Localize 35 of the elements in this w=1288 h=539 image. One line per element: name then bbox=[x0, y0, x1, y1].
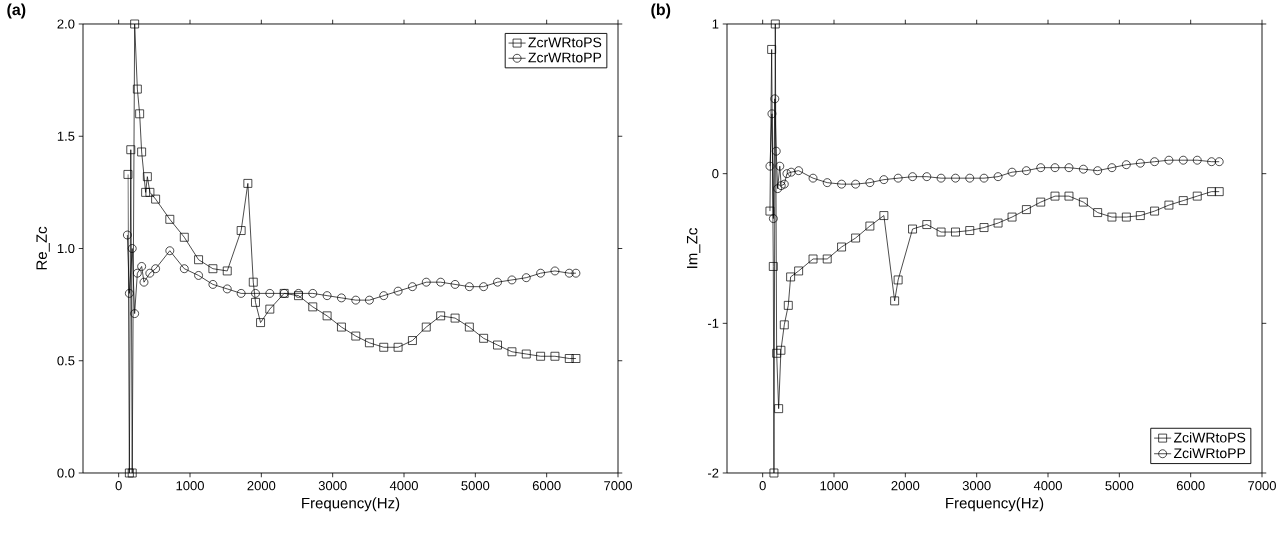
x-axis-title: Frequency(Hz) bbox=[946, 497, 1044, 512]
x-tick-label: 0 bbox=[759, 481, 766, 491]
y-tick-label: -2 bbox=[707, 468, 719, 478]
x-tick-label: 3000 bbox=[962, 481, 991, 491]
legend-label: ZciWRtoPP bbox=[1173, 447, 1246, 459]
x-tick-label: 4000 bbox=[1033, 481, 1062, 491]
legend-label: ZcrWRtoPS bbox=[528, 37, 602, 48]
text: (b) bbox=[651, 3, 671, 19]
x-tick-label: 5000 bbox=[461, 481, 490, 491]
x-axis-title: Frequency(Hz) bbox=[302, 497, 400, 512]
legend-label: ZciWRtoPS bbox=[1173, 432, 1246, 443]
y-tick-label: 0.0 bbox=[57, 468, 75, 478]
x-tick-label: 7000 bbox=[1248, 481, 1276, 491]
x-tick-label: 4000 bbox=[389, 481, 418, 491]
y-tick-label: -1 bbox=[707, 318, 719, 328]
y-tick-label: 1.0 bbox=[57, 243, 75, 254]
y-tick-label: 1.5 bbox=[57, 131, 75, 141]
x-tick-label: 5000 bbox=[1105, 481, 1134, 491]
y-tick-label: 0.5 bbox=[57, 356, 75, 366]
x-tick-label: 0 bbox=[115, 481, 122, 491]
x-tick-label: 1000 bbox=[176, 481, 204, 491]
x-tick-label: 1000 bbox=[820, 481, 848, 491]
y-axis-title: Re_Zc bbox=[36, 226, 50, 270]
x-tick-label: 2000 bbox=[247, 481, 276, 491]
x-tick-label: 6000 bbox=[532, 481, 561, 491]
y-tick-label: 2.0 bbox=[57, 19, 75, 29]
y-axis-title: Im_Zc bbox=[686, 228, 701, 268]
y-tick-label: 1 bbox=[712, 19, 719, 29]
x-tick-label: 7000 bbox=[604, 481, 632, 491]
y-tick-label: 0 bbox=[712, 169, 719, 179]
x-tick-label: 6000 bbox=[1176, 481, 1205, 491]
x-tick-label: 2000 bbox=[891, 481, 920, 491]
x-tick-label: 3000 bbox=[318, 481, 347, 491]
text: (a) bbox=[7, 3, 26, 19]
legend-label: ZcrWRtoPP bbox=[528, 52, 602, 63]
